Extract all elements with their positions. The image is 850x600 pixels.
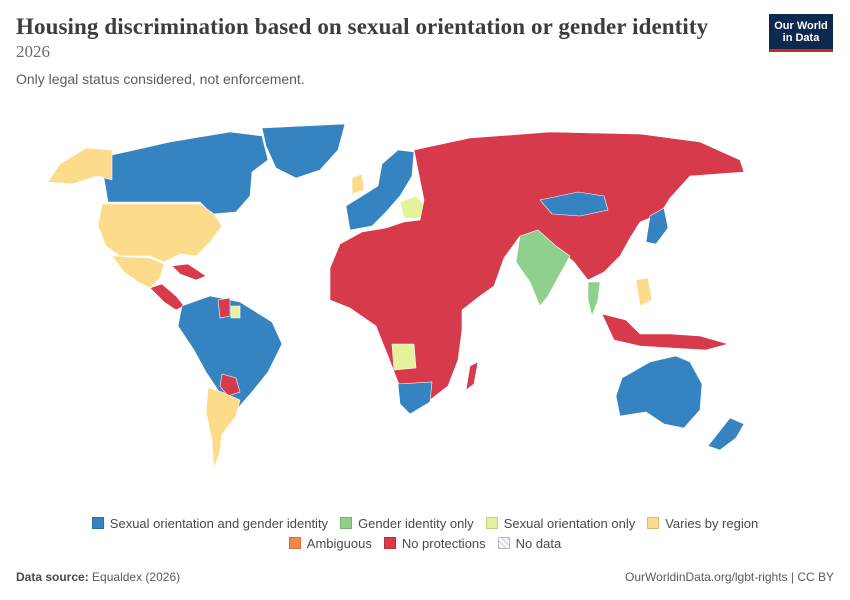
legend-label-gi-only: Gender identity only [358,515,474,531]
legend-label-nodata: No data [515,535,562,551]
legend-label-none: No protections [401,535,486,551]
region-india[interactable] [515,229,571,307]
region-mexico[interactable] [111,255,165,289]
region-indonesia[interactable] [601,313,730,351]
legend-label-varies: Varies by region [665,515,759,531]
region-canada[interactable] [103,131,269,215]
world-map [47,123,745,469]
legend-label-so-only: Sexual orientation only [503,515,636,531]
region-new-zealand[interactable] [707,417,745,451]
swatch-none [383,537,396,549]
region-madagascar[interactable] [465,361,479,391]
legend-item-so-gi[interactable]: Sexual orientation and gender identity [91,515,329,531]
region-brazil[interactable] [177,295,283,409]
swatch-nodata [497,537,510,549]
region-united-states[interactable] [97,203,223,263]
region-caribbean[interactable] [171,263,207,281]
swatch-gi-only [340,517,353,529]
region-philippines[interactable] [635,277,653,307]
region-central-america[interactable] [149,283,185,311]
legend-item-gi-only[interactable]: Gender identity only [340,516,474,531]
swatch-ambiguous [288,537,301,549]
legend-item-ambiguous[interactable]: Ambiguous [288,535,372,551]
region-mongolia[interactable] [539,191,609,217]
swatch-so-only [485,517,498,529]
logo-line-2: in Data [782,32,820,44]
legend-item-so-only[interactable]: Sexual orientation only [485,515,636,531]
region-angola[interactable] [391,343,417,371]
region-greenland[interactable] [261,123,346,179]
region-japan[interactable] [645,207,669,245]
legend-item-varies[interactable]: Varies by region [647,516,758,531]
legend-item-none[interactable]: No protections [383,535,486,551]
legend-row-2: Ambiguous No protections No data [0,533,850,553]
legend-label-ambiguous: Ambiguous [306,535,372,551]
region-australia[interactable] [615,355,703,429]
chart-year: 2026 [16,42,50,61]
region-western-europe[interactable] [345,149,415,231]
region-guyana[interactable] [217,297,231,319]
logo-line-1: Our World [774,20,828,32]
region-thailand[interactable] [587,281,601,318]
region-russia-asia-africa[interactable] [329,131,745,403]
source-url-link[interactable]: OurWorldinData.org/lgbt-rights | CC BY [625,570,834,584]
source-text: Equaldex (2026) [92,570,181,584]
legend-label-so-gi: Sexual orientation and gender identity [109,515,329,531]
swatch-so-gi [91,517,104,529]
region-argentina[interactable] [205,387,241,469]
legend: Sexual orientation and gender identity G… [0,513,850,553]
swatch-varies [647,517,660,529]
footer: Data source: Equaldex (2026) OurWorldinD… [16,570,834,584]
region-united-kingdom[interactable] [351,173,365,195]
legend-row-1: Sexual orientation and gender identity G… [0,513,850,533]
owid-logo[interactable]: Our World in Data [769,14,833,52]
region-suriname[interactable] [230,305,241,319]
chart-subtitle: Only legal status considered, not enforc… [16,71,305,87]
region-alaska[interactable] [47,147,113,185]
chart-title: Housing discrimination based on sexual o… [16,14,709,39]
region-paraguay[interactable] [219,373,241,397]
legend-item-nodata[interactable]: No data [497,535,562,551]
source-label: Data source: [16,570,89,584]
region-south-africa[interactable] [397,381,433,415]
